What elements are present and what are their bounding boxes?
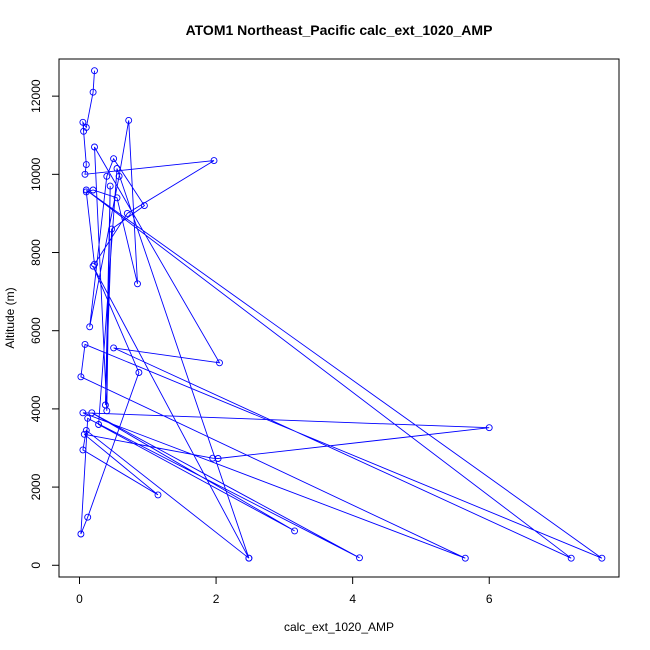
data-point [598, 554, 606, 562]
data-point [125, 116, 133, 124]
data-point [209, 454, 217, 462]
y-axis: 0 2000 4000 6000 8000 10000 12000 [29, 79, 60, 569]
data-point [79, 118, 87, 126]
data-point [567, 554, 575, 562]
x-tick-label: 4 [349, 592, 356, 606]
data-point [95, 421, 103, 428]
data-point [113, 165, 121, 172]
data-point [91, 67, 98, 75]
data-point [86, 323, 94, 331]
data-point [82, 186, 90, 194]
data-point [216, 359, 223, 367]
data-point [91, 260, 98, 268]
x-axis: 0 2 4 6 [76, 576, 493, 606]
data-point [89, 88, 97, 96]
data-point [103, 172, 111, 180]
data-point [123, 209, 131, 217]
data-point [134, 280, 141, 288]
data-point [80, 430, 88, 438]
data-point [110, 155, 118, 163]
data-point [113, 194, 121, 202]
data-point [81, 340, 89, 348]
data-point [108, 225, 116, 233]
data-point [79, 409, 87, 417]
data-point [82, 426, 90, 434]
data-point [485, 424, 493, 432]
data-point [84, 414, 92, 422]
data-point [84, 513, 92, 521]
data-point [291, 527, 299, 535]
y-tick-label: 0 [29, 562, 43, 569]
y-tick-label: 10000 [29, 157, 43, 191]
y-tick-label: 8000 [29, 239, 43, 266]
data-point [110, 344, 118, 352]
data-point [106, 182, 114, 190]
data-point [91, 143, 98, 151]
data-point [245, 554, 253, 562]
data-point [82, 188, 90, 196]
chart-title: ATOM1 Northeast_Pacific calc_ext_1020_AM… [186, 22, 493, 38]
data-point [77, 530, 85, 538]
data-point [77, 373, 85, 381]
data-point [461, 554, 469, 562]
y-axis-label: Altitude (m) [3, 287, 17, 348]
data-point [89, 262, 97, 270]
y-tick-label: 4000 [29, 395, 43, 422]
x-tick-label: 0 [76, 592, 83, 606]
data-point [79, 446, 87, 454]
data-point [88, 409, 96, 417]
plot-frame [58, 58, 620, 578]
y-tick-label: 2000 [29, 473, 43, 500]
data-point [82, 161, 90, 169]
data-point [115, 172, 123, 180]
data-point [210, 157, 218, 165]
plot-area [77, 67, 606, 562]
data-point [135, 369, 143, 376]
y-tick-label: 12000 [29, 79, 43, 113]
y-tick-label: 6000 [29, 317, 43, 344]
data-point [103, 407, 111, 415]
x-tick-label: 2 [213, 592, 220, 606]
x-tick-label: 6 [486, 592, 493, 606]
data-point [214, 455, 222, 462]
data-point [140, 202, 148, 210]
data-point [356, 554, 363, 562]
series-line [80, 70, 603, 559]
data-point [80, 127, 88, 135]
x-axis-label: calc_ext_1020_AMP [284, 620, 394, 634]
data-point [89, 186, 97, 194]
data-point [81, 170, 89, 178]
data-point [154, 491, 162, 499]
